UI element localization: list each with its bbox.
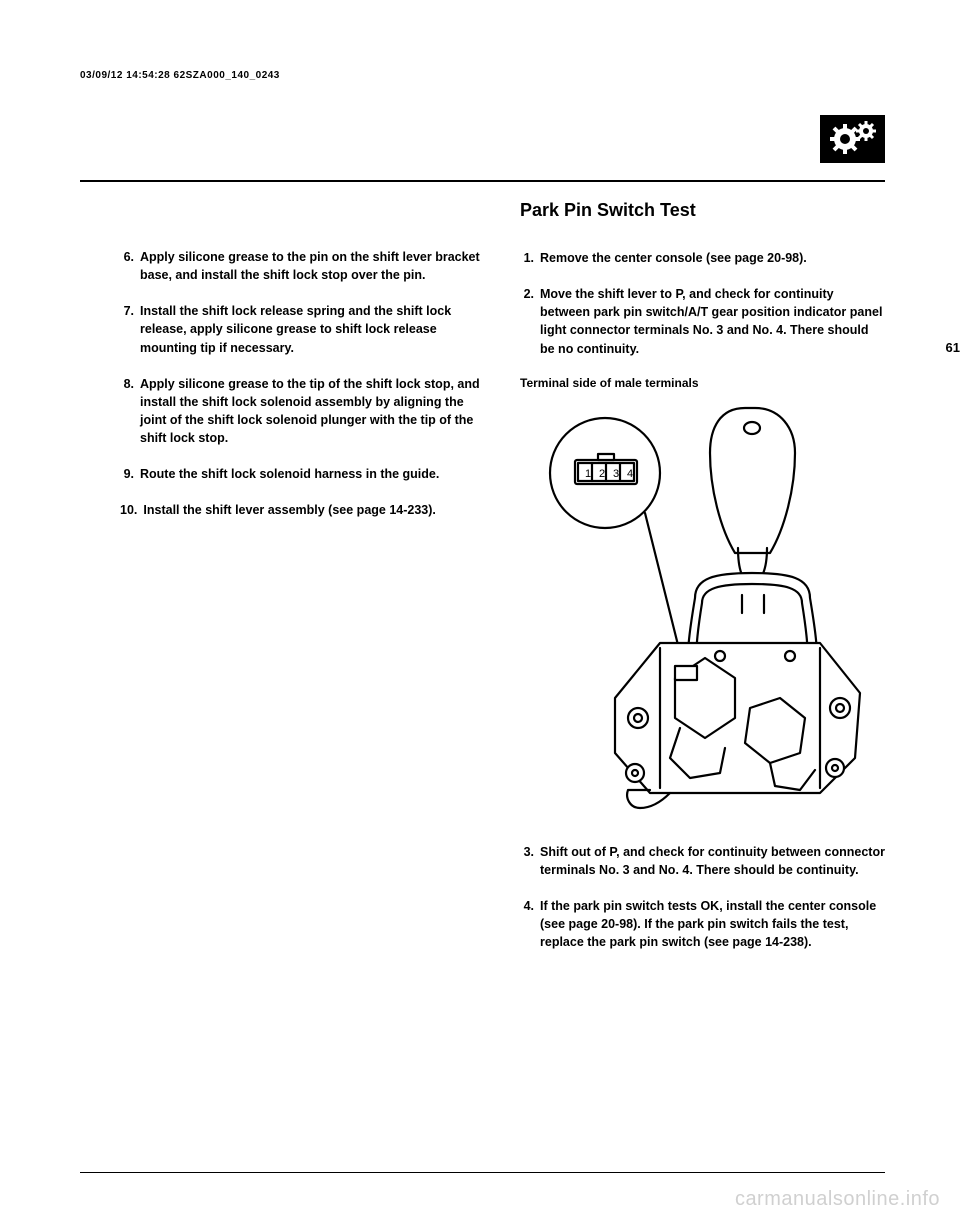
terminal-3: 3 [613,468,619,480]
gears-icon [820,115,885,163]
section-title: Park Pin Switch Test [520,200,885,221]
step-text: Install the shift lock release spring an… [140,302,485,356]
terminal-1: 1 [585,468,591,480]
step-number: 3. [520,843,540,879]
step-text: Apply silicone grease to the tip of the … [140,375,485,448]
list-item: 1.Remove the center console (see page 20… [520,249,885,267]
side-tab: 61 [946,340,960,355]
right-steps-top: 1.Remove the center console (see page 20… [520,249,885,358]
list-item: 7.Install the shift lock release spring … [120,302,485,356]
footer-rule [80,1172,885,1173]
header-stamp: 03/09/12 14:54:28 62SZA000_140_0243 [80,70,280,81]
right-steps-bottom: 3.Shift out of P, and check for continui… [520,843,885,952]
step-text: Move the shift lever to P, and check for… [540,285,885,358]
step-number: 4. [520,897,540,951]
step-number: 10. [120,501,143,519]
step-text: Remove the center console (see page 20-9… [540,249,885,267]
step-number: 8. [120,375,140,448]
header-rule [80,180,885,182]
step-number: 2. [520,285,540,358]
list-item: 9.Route the shift lock solenoid harness … [120,465,485,483]
terminal-2: 2 [599,468,605,480]
step-number: 9. [120,465,140,483]
step-text: Shift out of P, and check for continuity… [540,843,885,879]
list-item: 10.Install the shift lever assembly (see… [120,501,485,519]
step-text: Apply silicone grease to the pin on the … [140,248,485,284]
list-item: 3.Shift out of P, and check for continui… [520,843,885,879]
figure-caption: Terminal side of male terminals [520,376,885,390]
left-steps: 6.Apply silicone grease to the pin on th… [120,248,485,519]
list-item: 2.Move the shift lever to P, and check f… [520,285,885,358]
left-column: 6.Apply silicone grease to the pin on th… [120,200,485,1163]
page: 03/09/12 14:54:28 62SZA000_140_0243 [0,0,960,1223]
list-item: 8.Apply silicone grease to the tip of th… [120,375,485,448]
step-number: 6. [120,248,140,284]
list-item: 4.If the park pin switch tests OK, insta… [520,897,885,951]
terminal-4: 4 [627,468,633,480]
list-item: 6.Apply silicone grease to the pin on th… [120,248,485,284]
step-number: 7. [120,302,140,356]
watermark: carmanualsonline.info [735,1188,940,1211]
step-text: Route the shift lock solenoid harness in… [140,465,485,483]
step-number: 1. [520,249,540,267]
right-column: Park Pin Switch Test 1.Remove the center… [520,200,885,1163]
content-area: 6.Apply silicone grease to the pin on th… [120,200,885,1163]
step-text: Install the shift lever assembly (see pa… [143,501,485,519]
shift-lever-figure: 1 2 3 4 [520,398,885,823]
step-text: If the park pin switch tests OK, install… [540,897,885,951]
